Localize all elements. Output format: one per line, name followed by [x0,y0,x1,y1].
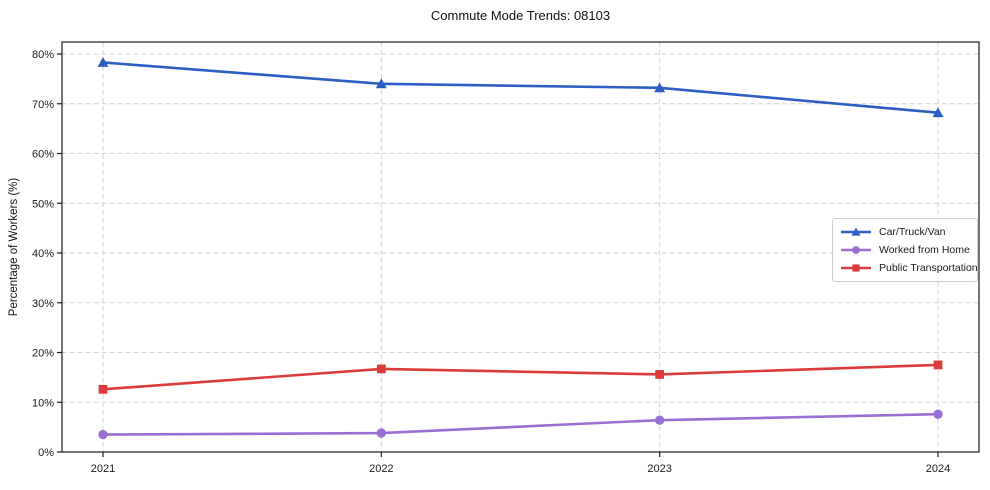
triangle-marker [654,82,666,93]
x-tick-label: 2021 [91,463,115,475]
y-tick-label: 30% [32,298,54,310]
circle-marker [654,415,665,425]
legend-label-worked-from-home: Worked from Home [879,244,970,256]
square-marker [933,360,943,370]
legend-label-car-truck-van: Car/Truck/Van [879,226,946,238]
x-tick-label: 2023 [647,463,671,475]
x-tick-label: 2022 [369,463,393,475]
y-tick-label: 0% [38,447,54,459]
square-marker [655,369,665,379]
legend-item-public-transportation: Public Transportation [840,262,978,274]
square-marker [376,364,386,374]
legend-item-worked-from-home: Worked from Home [840,244,971,256]
circle-marker [98,429,108,440]
legend-marker-public-transportation [841,264,871,272]
circle-marker [376,428,387,438]
y-tick-label: 10% [32,397,54,409]
legend: Car/Truck/Van Worked from Home Public Tr… [832,218,978,282]
triangle-marker [932,107,944,118]
legend-marker-car-truck-van [841,227,871,236]
circle-marker [933,409,943,419]
plot-box [61,41,980,453]
y-tick-label: 80% [32,49,54,61]
series-line-2 [101,363,940,391]
x-tick-label: 2024 [926,463,950,475]
series-line-1 [101,412,940,436]
chart-title: Commute Mode Trends: 08103 [430,8,611,23]
triangle-marker [97,56,109,67]
legend-item-car-truck-van: Car/Truck/Van [840,226,971,238]
legend-label-public-transportation: Public Transportation [879,262,978,274]
square-marker [852,264,860,272]
y-tick-label: 20% [32,348,54,360]
legend-marker-worked-from-home [841,246,871,254]
y-tick-label: 40% [32,248,54,260]
circle-marker [852,246,860,254]
triangle-marker [851,227,861,236]
square-marker [98,384,108,394]
y-tick-label: 70% [32,99,54,111]
y-tick-label: 60% [32,149,54,161]
triangle-marker [375,78,387,89]
series-line-0 [101,61,940,115]
y-tick-label: 50% [32,198,54,210]
